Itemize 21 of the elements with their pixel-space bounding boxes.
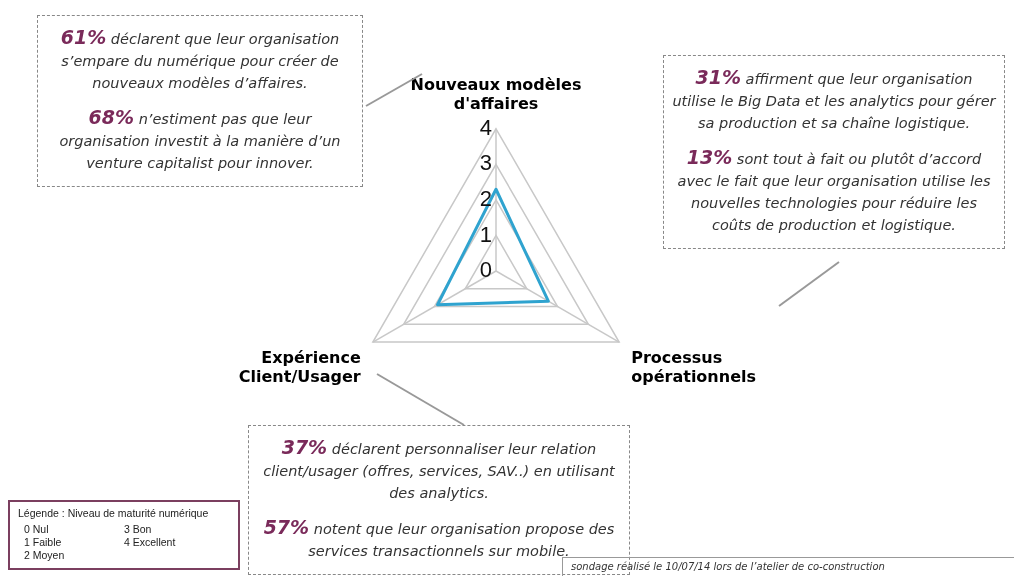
text: 2 Moyen [23, 549, 66, 562]
text: Légende : Niveau de maturité numérique [18, 507, 210, 519]
y-tick-label: 1 [479, 221, 492, 247]
text: 0 Nul [23, 523, 50, 536]
spoke-label: Processus opérationnels [631, 347, 756, 387]
y-tick-label: 2 [479, 185, 492, 211]
text: 1 Faible [23, 536, 63, 549]
text: 13% sont tout à fait ou plutôt d’accord avec le fait que leur organisation utilise les nouvelles technologies pour réduire les coûts de production et logistique. [677, 146, 991, 233]
text: 57% notent que leur organisation propose des services transactionnels sur mobile. [263, 516, 615, 559]
y-tick-label: 4 [479, 114, 492, 140]
text: 68% n’estiment pas que leur organisation investit à la manière d’un venture capitalist pour innover. [59, 106, 341, 171]
text: 37% déclarent personnaliser leur relation client/usager (offres, services, SAV..) en utilisant des analytics. [263, 436, 615, 501]
text: sondage réalisé le 10/07/14 lors de l’atelier de co-construction [571, 561, 885, 572]
text: 3 Bon [123, 523, 153, 536]
text: 31% affirment que leur organisation utilise le Big Data et les analytics pour gérer sa production et sa chaîne logistique. [672, 66, 996, 131]
y-tick-label: 3 [479, 150, 492, 176]
spoke-label: Expérience Client/Usager [238, 347, 361, 387]
spoke-label: Nouveaux modèles d'affaires [410, 75, 582, 114]
text: 4 Excellent [123, 536, 177, 549]
y-tick-label: 0 [479, 257, 492, 283]
text: 61% déclarent que leur organisation s’empare du numérique pour créer de nouveaux modèles d’affaires. [60, 26, 340, 91]
